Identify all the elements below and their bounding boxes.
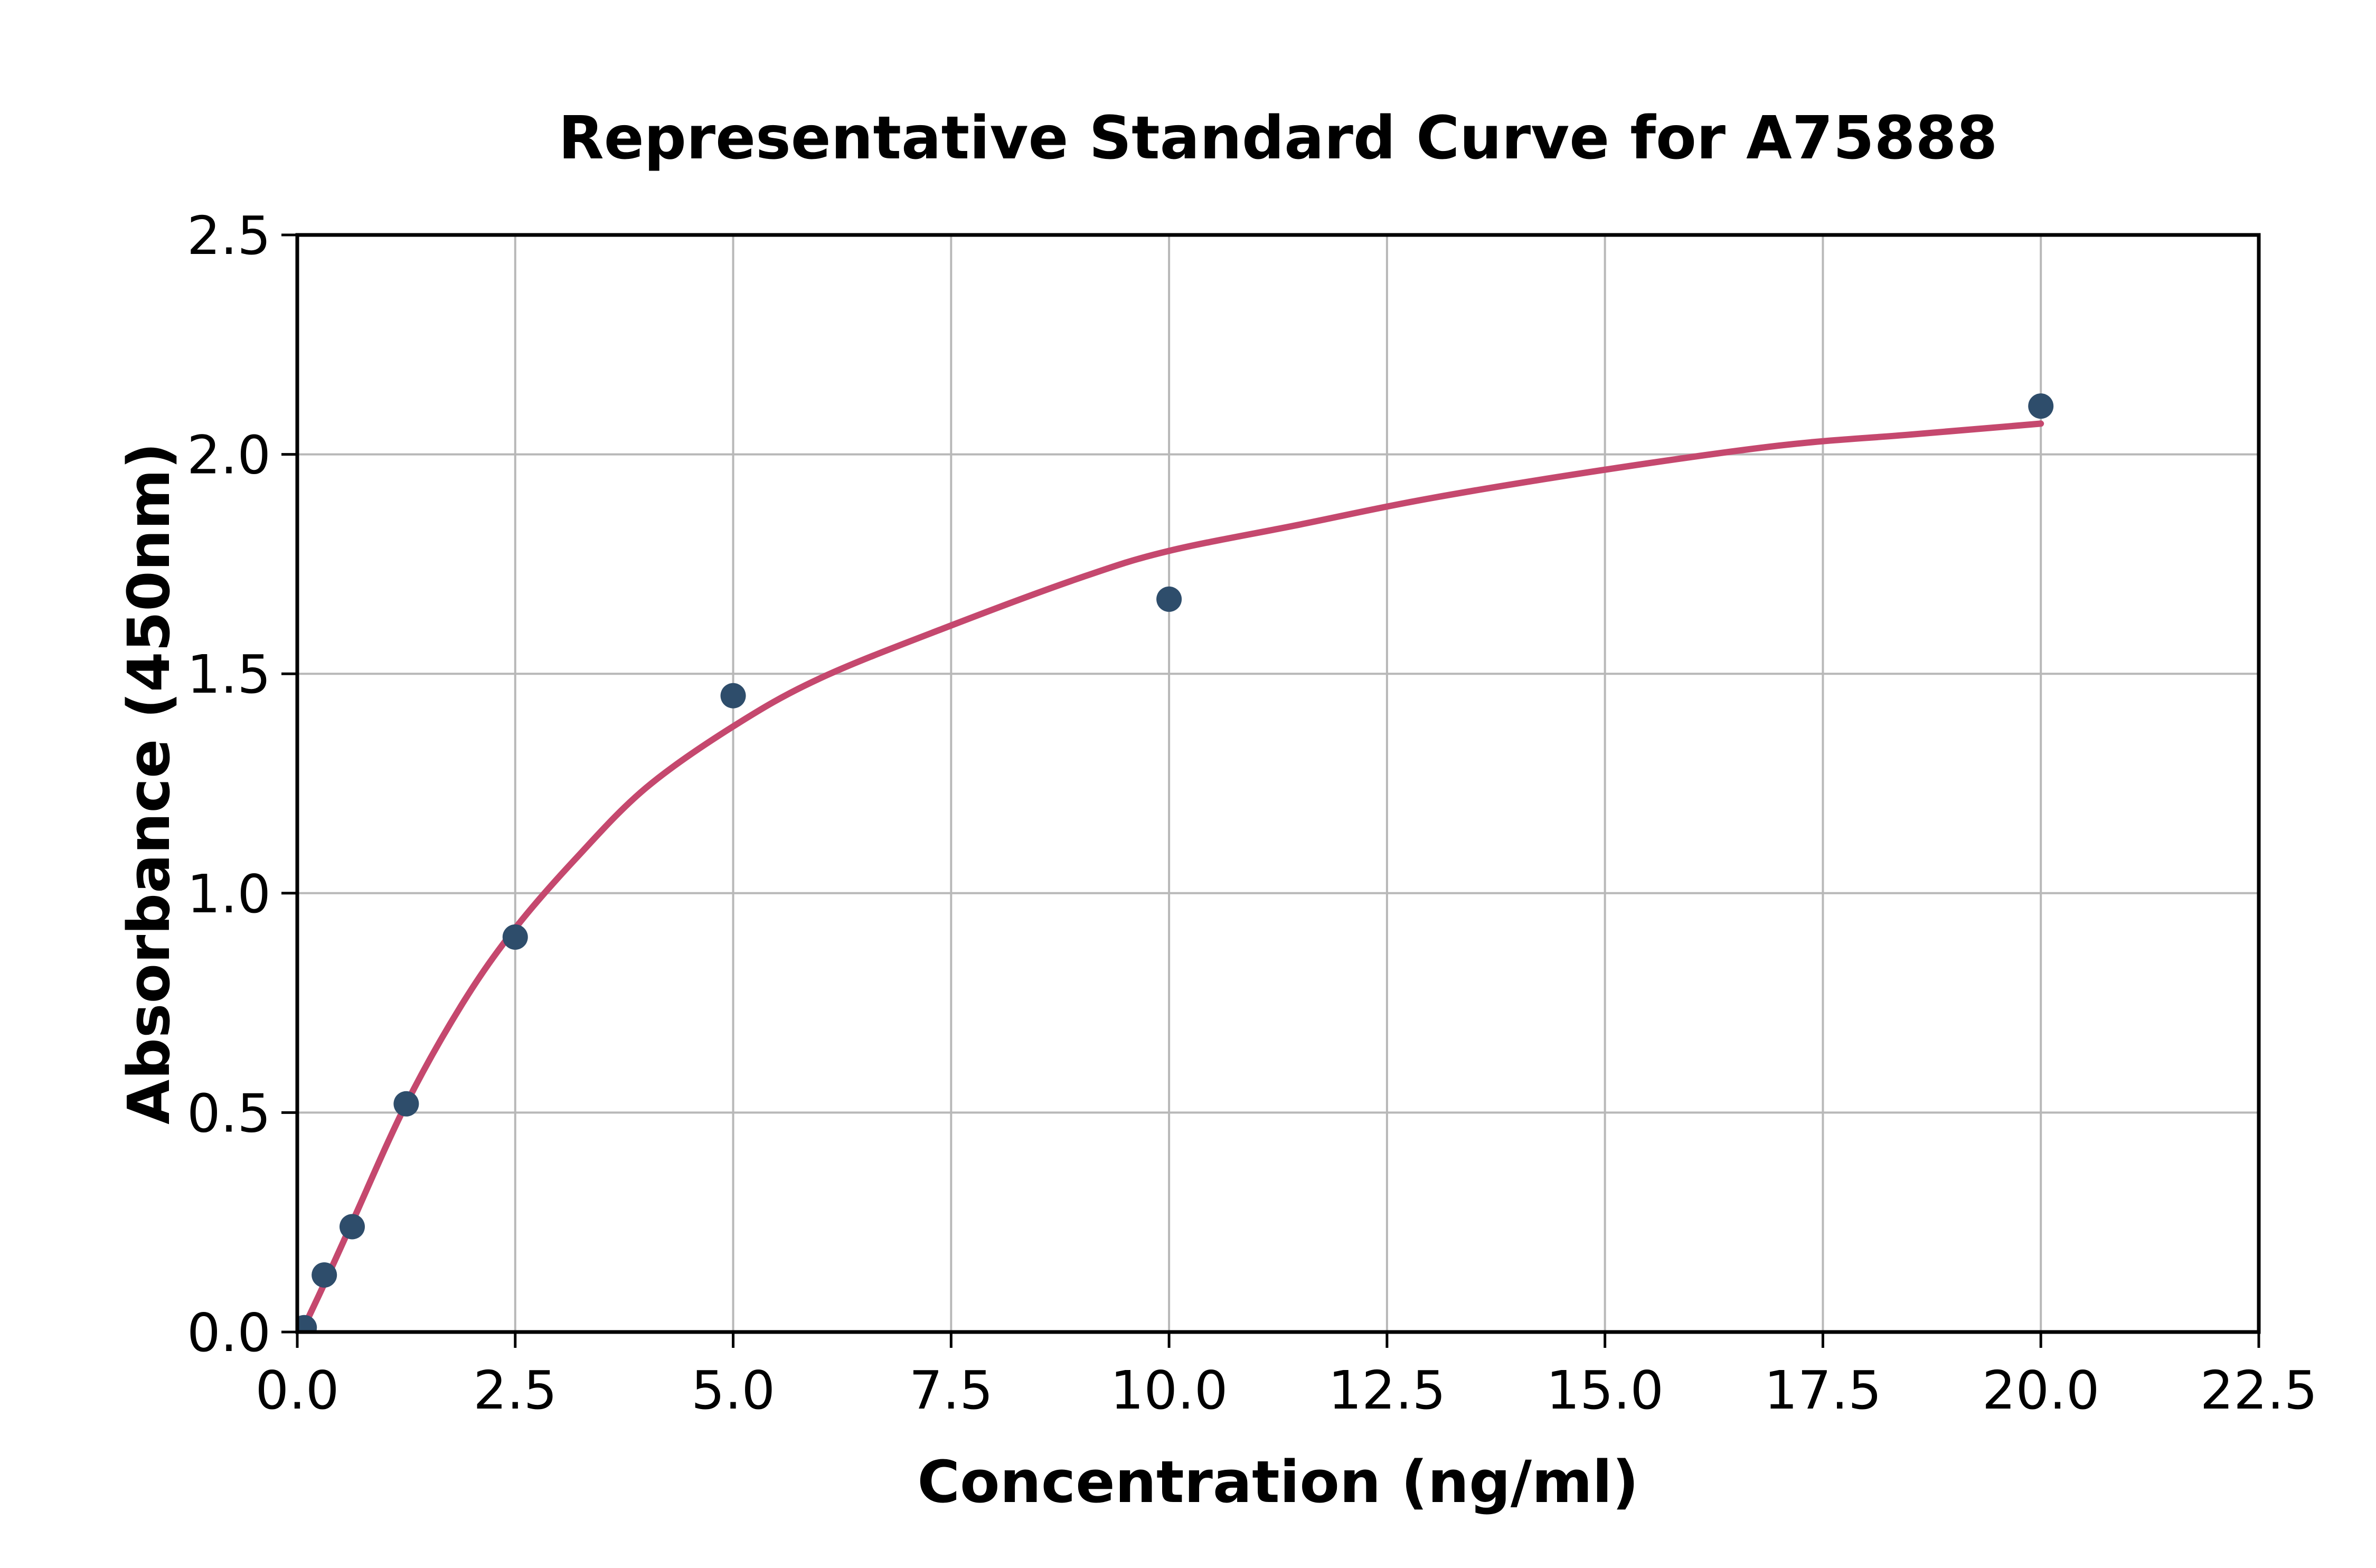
standard-points [297, 393, 2054, 1332]
data-point [312, 1262, 337, 1288]
y-axis-label: Absorbance (450nm) [115, 442, 183, 1125]
data-point [340, 1214, 365, 1240]
data-point [1156, 586, 1182, 612]
data-point [297, 1315, 317, 1332]
x-tick-label: 2.5 [473, 1359, 557, 1421]
data-point [2028, 393, 2054, 419]
x-tick-label: 12.5 [1328, 1359, 1446, 1421]
x-tick-label: 7.5 [909, 1359, 993, 1421]
y-tick-label: 1.5 [187, 644, 271, 705]
y-tick-label: 2.0 [187, 424, 271, 486]
y-tick-label: 0.0 [187, 1302, 271, 1364]
x-tick-label: 22.5 [2200, 1359, 2318, 1421]
x-tick-label: 0.0 [255, 1359, 339, 1421]
y-tick-label: 1.0 [187, 863, 271, 925]
plot-border [295, 233, 2261, 1334]
x-tick-label: 10.0 [1110, 1359, 1228, 1421]
fit-curve-line [298, 420, 2044, 1332]
data-point [393, 1091, 419, 1117]
x-tick-label: 5.0 [691, 1359, 775, 1421]
x-tick-label: 20.0 [1982, 1359, 2100, 1421]
chart-title: Representative Standard Curve for A75888 [559, 104, 1998, 173]
grid-lines [296, 234, 2260, 1333]
axis-ticks: 0.0 2.5 5.0 7.5 10.0 12.5 15.0 17.5 20.0 22.5 0.0 0… [187, 205, 2317, 1421]
x-axis-label: Concentration (ng/ml) [917, 1448, 1638, 1516]
y-tick-label: 0.5 [187, 1082, 271, 1144]
data-point [502, 924, 528, 950]
x-tick-label: 17.5 [1764, 1359, 1882, 1421]
x-tick-label: 15.0 [1546, 1359, 1664, 1421]
y-tick-label: 2.5 [187, 205, 271, 267]
data-point [720, 683, 746, 709]
